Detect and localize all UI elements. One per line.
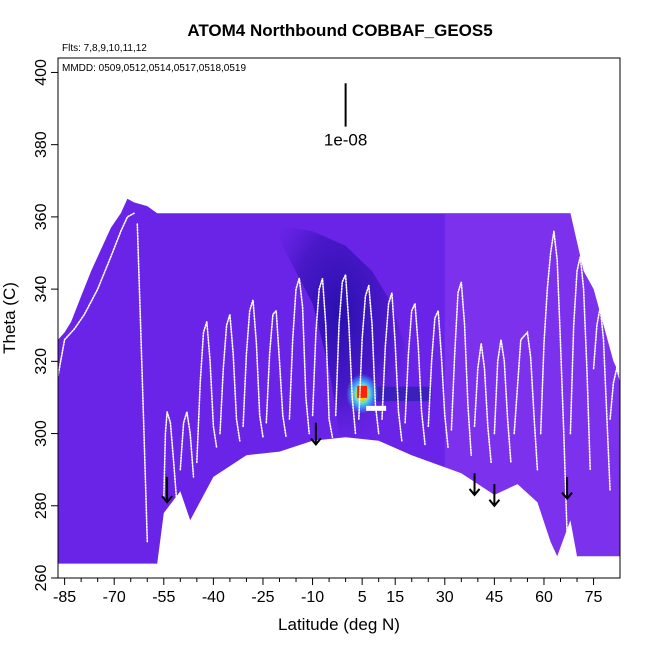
x-tick-label: 15: [386, 589, 404, 606]
x-tick-label: 5: [358, 589, 367, 606]
y-tick-label: 300: [33, 420, 50, 447]
x-axis-title: Latitude (deg N): [278, 615, 400, 634]
flight-track-15: [450, 281, 473, 457]
y-tick-label: 380: [33, 131, 50, 158]
tropopause-arrow-4: [561, 476, 573, 501]
y-tick-label: 400: [33, 59, 50, 86]
tropopause-arrow-3: [488, 484, 501, 508]
y-tick-label: 280: [33, 492, 50, 519]
x-tick-label: -85: [53, 589, 76, 606]
flight-track-16: [473, 343, 492, 464]
flight-track-11: [357, 285, 380, 435]
x-tick-label: 75: [585, 589, 603, 606]
flight-track-7: [265, 308, 287, 439]
flight-track-12: [381, 292, 403, 442]
x-tick-label: 30: [436, 589, 454, 606]
flight-track-1: [136, 223, 149, 543]
y-axis-title: Theta (C): [0, 282, 19, 354]
x-tick-label: -70: [103, 589, 126, 606]
hot-spot-core: [357, 385, 368, 398]
chart-title: ATOM4 Northbound COBBAF_GEOS5: [187, 21, 492, 40]
flight-track-19: [539, 231, 568, 536]
flight-track-22: [609, 365, 620, 420]
flight-track-14: [427, 310, 449, 449]
y-tick-label: 260: [33, 565, 50, 592]
x-tick-label: -10: [301, 589, 324, 606]
flight-track-4: [196, 321, 218, 464]
flight-track-3: [179, 411, 195, 478]
x-tick-label: -25: [251, 589, 274, 606]
flights-subtitle: Flts: 7,8,9,10,11,12: [62, 43, 147, 54]
y-axis: 260 280 300 320 340 360 380 400: [33, 59, 58, 591]
flight-track-18: [513, 330, 539, 471]
scale-label: 1e-08: [324, 131, 367, 150]
flight-track-21: [592, 307, 611, 493]
x-tick-label: 45: [485, 589, 503, 606]
tropopause-arrow-2: [468, 473, 481, 497]
plot-area: [58, 198, 620, 578]
plot-frame: [57, 57, 621, 579]
ground-region: [58, 437, 620, 578]
tropopause-arrow-1: [310, 422, 322, 446]
dates-subtitle: MMDD: 0509,0512,0514,0517,0518,0519: [62, 63, 246, 74]
x-tick-label: -40: [202, 589, 225, 606]
flight-track-10: [334, 274, 357, 435]
x-tick-label: 60: [535, 589, 553, 606]
y-tick-label: 340: [33, 276, 50, 303]
tropopause-arrow-0: [161, 476, 173, 504]
y-tick-label: 320: [33, 348, 50, 375]
flight-track-0: [58, 212, 135, 377]
flight-track-6: [242, 299, 264, 439]
x-tick-label: -55: [152, 589, 175, 606]
flight-track-13: [404, 300, 426, 446]
flight-track-17: [493, 339, 512, 464]
y-tick-label: 360: [33, 203, 50, 230]
x-axis: -85 -70 -55 -40 -25 -10 5 15 30 45 60 75: [53, 578, 603, 606]
dark-streak: [372, 386, 432, 402]
flight-track-8: [288, 278, 311, 435]
flight-track-5: [219, 314, 241, 442]
scale-indicator: 1e-08: [324, 83, 367, 150]
flight-track-2: [163, 411, 178, 507]
flight-track-20: [569, 256, 592, 471]
flight-track-9: [311, 278, 334, 439]
